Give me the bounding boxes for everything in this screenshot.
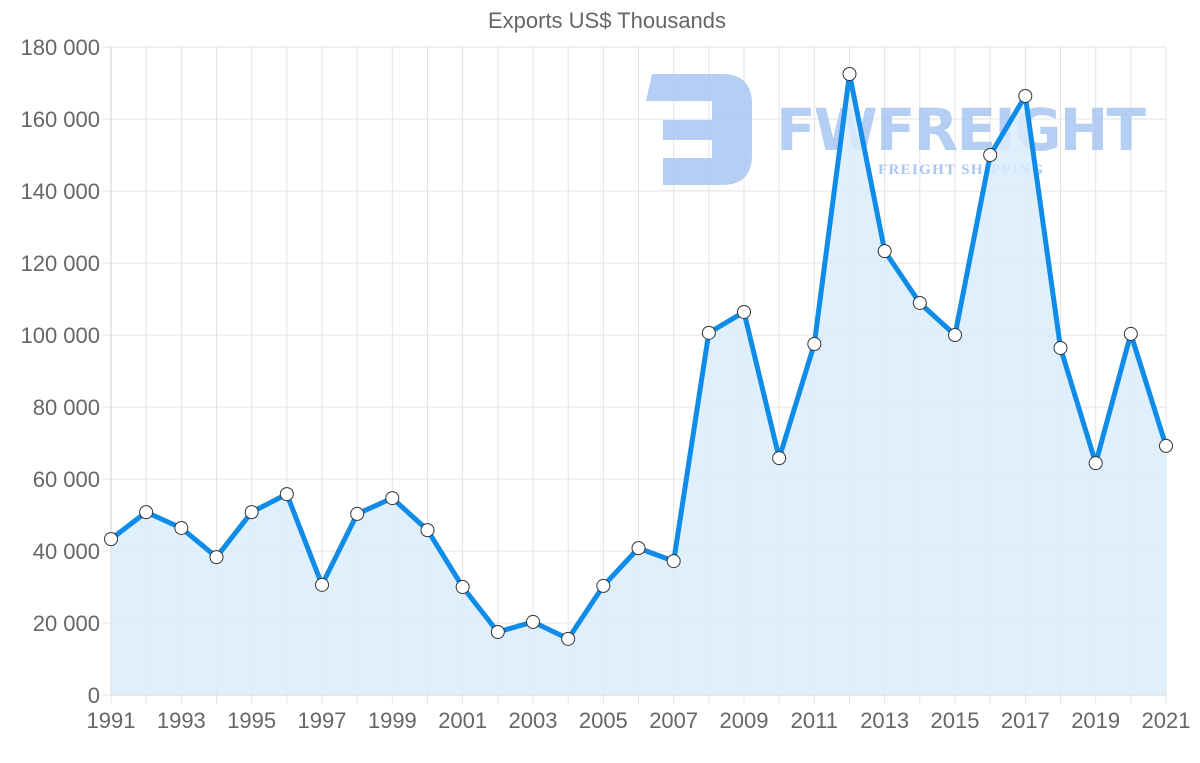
x-tick-label: 1995 xyxy=(227,708,276,733)
y-tick-label: 100 000 xyxy=(20,323,100,348)
x-tick-label: 1999 xyxy=(368,708,417,733)
data-point xyxy=(948,328,962,342)
data-point xyxy=(385,491,400,506)
data-point xyxy=(209,550,224,565)
data-points xyxy=(104,67,1173,646)
data-point xyxy=(772,451,787,466)
x-tick-label: 2007 xyxy=(649,708,698,733)
chart-title: Exports US$ Thousands xyxy=(487,8,727,33)
x-tick-label: 2015 xyxy=(931,708,980,733)
x-tick-label: 2021 xyxy=(1142,708,1191,733)
data-point xyxy=(490,625,505,639)
data-point xyxy=(455,580,470,594)
logo-mark-icon xyxy=(646,74,752,185)
x-tick-label: 2017 xyxy=(1001,708,1050,733)
y-tick-label: 140 000 xyxy=(20,179,100,204)
area-fill xyxy=(111,74,1166,695)
data-point xyxy=(842,67,857,81)
data-point xyxy=(807,337,822,351)
y-tick-label: 0 xyxy=(88,683,100,708)
y-tick-label: 80 000 xyxy=(33,395,100,420)
data-point xyxy=(701,325,716,340)
data-point xyxy=(1018,88,1033,103)
y-tick-label: 60 000 xyxy=(33,467,100,492)
data-point xyxy=(1053,340,1068,355)
y-tick-label: 160 000 xyxy=(20,107,100,132)
data-point xyxy=(1088,456,1103,471)
data-point xyxy=(420,523,435,538)
x-tick-label: 2009 xyxy=(720,708,769,733)
data-point xyxy=(244,505,259,520)
watermark-brand: FWFREIGHT xyxy=(776,96,1146,164)
data-point xyxy=(596,578,611,593)
data-point xyxy=(1123,326,1138,341)
x-tick-label: 1993 xyxy=(157,708,206,733)
data-point xyxy=(315,577,329,592)
x-tick-label: 2005 xyxy=(579,708,628,733)
data-point xyxy=(174,520,189,535)
x-tick-label: 2001 xyxy=(438,708,487,733)
x-tick-label: 2011 xyxy=(791,708,838,733)
series-area xyxy=(111,74,1166,695)
x-axis: 1991 1993 1995 1997 1999 2001 2003 2005 2007 2009… xyxy=(87,708,1191,733)
data-point xyxy=(877,244,892,259)
x-tick-label: 1997 xyxy=(298,708,347,733)
y-tick-label: 120 000 xyxy=(20,251,100,276)
data-point xyxy=(1159,438,1173,453)
y-tick-label: 40 000 xyxy=(33,539,100,564)
x-tick-label: 1991 xyxy=(87,708,136,733)
data-point xyxy=(983,148,998,162)
x-tick-label: 2019 xyxy=(1071,708,1120,733)
data-point xyxy=(631,541,646,556)
data-point xyxy=(912,295,927,310)
data-point xyxy=(526,614,540,629)
data-point xyxy=(350,506,365,521)
x-tick-label: 2003 xyxy=(509,708,558,733)
data-point xyxy=(737,304,751,319)
data-point xyxy=(104,532,118,547)
data-point xyxy=(279,487,294,502)
data-point xyxy=(561,631,576,646)
y-tick-label: 20 000 xyxy=(33,611,100,636)
y-axis: 0 20 000 40 000 60 000 80 000 100 000 120 000 1… xyxy=(20,35,100,708)
watermark-logo: FWFREIGHTFREIGHT SHIPPING xyxy=(646,74,1146,185)
data-point xyxy=(666,554,681,569)
y-tick-label: 180 000 xyxy=(20,35,100,60)
data-point xyxy=(139,505,154,520)
x-tick-label: 2013 xyxy=(860,708,909,733)
